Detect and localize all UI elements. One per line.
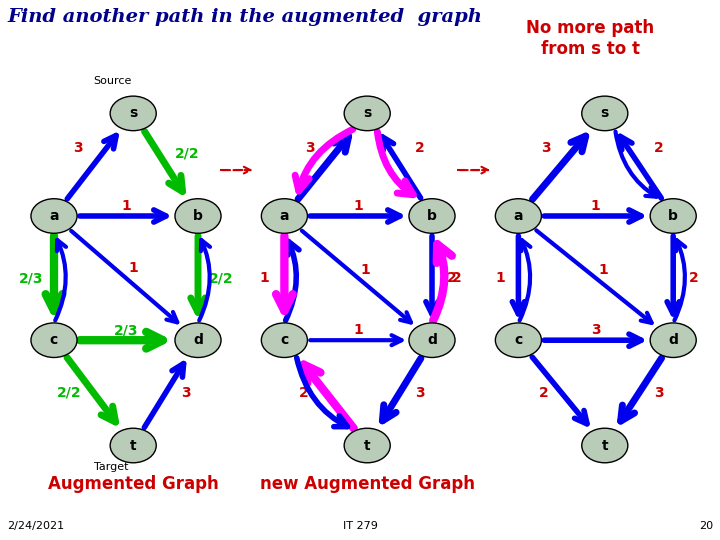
Circle shape (409, 199, 455, 233)
Text: s: s (600, 106, 609, 120)
Circle shape (650, 323, 696, 357)
Circle shape (582, 96, 628, 131)
Text: 1: 1 (361, 263, 370, 277)
Text: 2: 2 (688, 271, 698, 285)
Text: 1: 1 (354, 199, 363, 213)
Text: IT 279: IT 279 (343, 521, 377, 531)
Circle shape (261, 323, 307, 357)
Text: a: a (49, 209, 59, 223)
Text: 3: 3 (415, 386, 425, 400)
Circle shape (110, 96, 156, 131)
Circle shape (495, 199, 541, 233)
Text: b: b (427, 209, 437, 223)
Text: 3: 3 (591, 323, 600, 338)
Text: a: a (513, 209, 523, 223)
Text: 2/3: 2/3 (114, 323, 138, 338)
Circle shape (175, 323, 221, 357)
Text: t: t (601, 438, 608, 453)
Text: 2: 2 (539, 386, 549, 400)
Text: 20: 20 (698, 521, 713, 531)
Text: t: t (364, 438, 371, 453)
Text: 2: 2 (415, 141, 425, 156)
Text: 2: 2 (654, 141, 664, 156)
Text: 1: 1 (495, 271, 505, 285)
Text: new Augmented Graph: new Augmented Graph (260, 475, 474, 492)
Text: 3: 3 (73, 141, 83, 156)
Text: 3: 3 (541, 141, 551, 156)
Text: 1: 1 (354, 323, 363, 338)
Text: 1: 1 (259, 271, 269, 285)
Text: 1: 1 (598, 263, 608, 277)
Circle shape (495, 323, 541, 357)
Text: Source: Source (94, 76, 132, 86)
Text: Target: Target (94, 462, 128, 472)
Text: a: a (279, 209, 289, 223)
Text: 1: 1 (121, 199, 131, 213)
Text: b: b (193, 209, 203, 223)
Circle shape (582, 428, 628, 463)
Text: 2/3: 2/3 (19, 271, 43, 285)
Text: 2/2: 2/2 (209, 271, 233, 285)
Text: 2: 2 (300, 386, 309, 400)
Circle shape (344, 96, 390, 131)
Text: c: c (280, 333, 289, 347)
Text: 2: 2 (447, 271, 457, 285)
Text: 2/2: 2/2 (175, 147, 199, 161)
Text: s: s (363, 106, 372, 120)
Circle shape (344, 428, 390, 463)
Circle shape (261, 199, 307, 233)
Text: Find another path in the augmented  graph: Find another path in the augmented graph (7, 8, 482, 26)
Circle shape (31, 199, 77, 233)
Text: 2: 2 (452, 271, 462, 285)
Circle shape (409, 323, 455, 357)
Text: 1: 1 (128, 261, 138, 275)
Text: t: t (130, 438, 137, 453)
Text: c: c (50, 333, 58, 347)
Text: d: d (668, 333, 678, 347)
Circle shape (110, 428, 156, 463)
Text: 2/2: 2/2 (57, 386, 81, 400)
Text: No more path
from s to t: No more path from s to t (526, 19, 654, 58)
Text: s: s (129, 106, 138, 120)
Text: 2/24/2021: 2/24/2021 (7, 521, 64, 531)
Text: d: d (427, 333, 437, 347)
Circle shape (650, 199, 696, 233)
Text: Augmented Graph: Augmented Graph (48, 475, 219, 492)
Text: 3: 3 (654, 386, 664, 400)
Circle shape (31, 323, 77, 357)
Text: 1: 1 (591, 199, 600, 213)
Text: 3: 3 (305, 141, 315, 156)
Text: 3: 3 (181, 386, 191, 400)
Text: d: d (193, 333, 203, 347)
Circle shape (175, 199, 221, 233)
Text: c: c (514, 333, 523, 347)
Text: b: b (668, 209, 678, 223)
